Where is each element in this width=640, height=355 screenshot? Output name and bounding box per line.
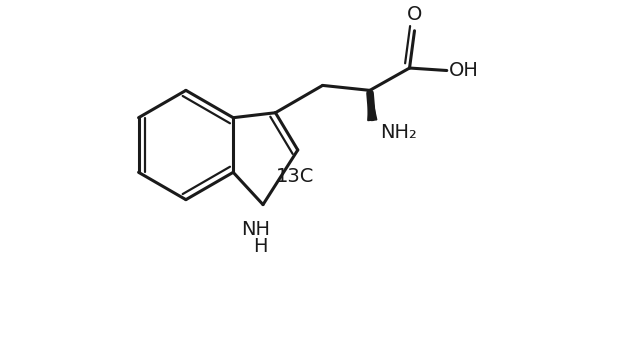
Text: H: H [253, 237, 268, 256]
Text: NH₂: NH₂ [380, 123, 417, 142]
Text: O: O [407, 5, 422, 24]
Polygon shape [368, 90, 377, 121]
Text: 13C: 13C [276, 167, 314, 186]
Text: OH: OH [449, 61, 479, 80]
Text: NH: NH [241, 219, 270, 239]
